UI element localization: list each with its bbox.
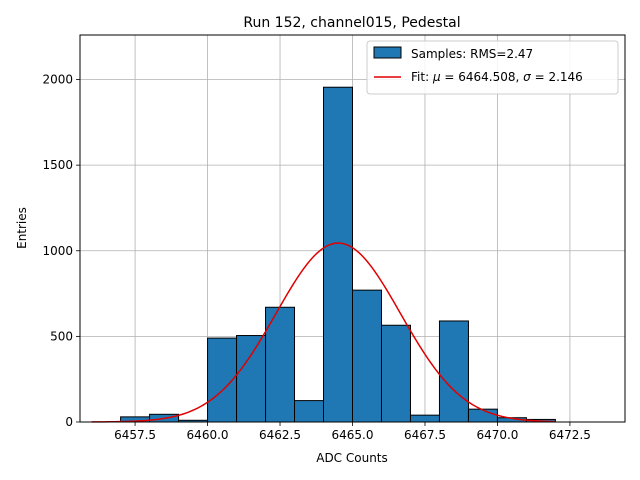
legend-box — [366, 40, 619, 95]
x-axis-ticks: 6457.5 6460.0 6462.5 6465.0 6467.5 6470.0 6472… — [114, 422, 591, 442]
y-axis-ticks: 0 500 1000 1500 2000 — [42, 73, 80, 429]
x-tick-label: 6470.0 — [476, 428, 518, 442]
histogram-bar — [294, 400, 325, 423]
x-tick-label: 6465.0 — [332, 428, 374, 442]
histogram-bar — [265, 306, 296, 423]
legend-fit-suffix: = 2.146 — [531, 70, 583, 84]
histogram-bar — [438, 320, 469, 423]
histogram-bar — [352, 289, 382, 423]
y-tick-label: 0 — [65, 415, 73, 429]
x-tick-label: 6467.5 — [404, 428, 446, 442]
y-tick-label: 500 — [50, 329, 73, 343]
histogram-bars — [120, 86, 556, 423]
x-tick-label: 6460.0 — [187, 428, 229, 442]
legend-fit-mid: = 6464.508, — [441, 70, 524, 84]
histogram-bar — [236, 335, 267, 423]
y-tick-label: 1000 — [42, 244, 73, 258]
x-axis-label: ADC Counts — [316, 451, 388, 465]
legend: Samples: RMS=2.47 Fit: μ = 6464.508, σ =… — [366, 40, 619, 95]
y-axis-label: Entries — [15, 207, 29, 249]
legend-fit-mu: μ — [432, 70, 441, 84]
y-tick-label: 1500 — [42, 158, 73, 172]
legend-fit-sigma: σ — [523, 70, 531, 84]
histogram-bar — [409, 414, 440, 423]
x-tick-label: 6457.5 — [114, 428, 156, 442]
x-tick-label: 6462.5 — [259, 428, 301, 442]
histogram-bar — [380, 324, 411, 423]
histogram-bar — [323, 86, 354, 423]
legend-label-fit: Fit: μ = 6464.508, σ = 2.146 — [411, 70, 583, 84]
histogram-bar — [467, 408, 498, 423]
fit-curve — [91, 242, 556, 423]
y-tick-label: 2000 — [42, 73, 73, 87]
legend-swatch-samples — [373, 46, 402, 59]
legend-fit-prefix: Fit: — [411, 70, 433, 84]
x-tick-label: 6472.5 — [549, 428, 591, 442]
legend-label-samples: Samples: RMS=2.47 — [411, 47, 533, 61]
fit-curve-group — [91, 242, 556, 423]
chart-title: Run 152, channel015, Pedestal — [243, 15, 460, 31]
